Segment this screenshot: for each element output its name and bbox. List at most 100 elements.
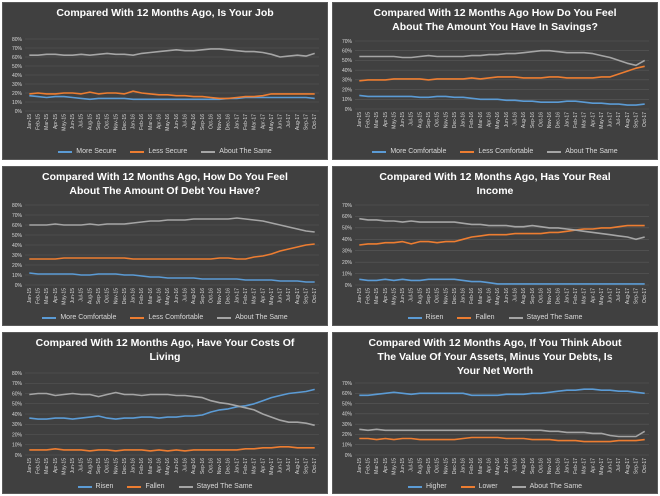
x-tick-label: Dec-15 [452,458,458,474]
x-tick-label: Oct-16 [208,114,214,129]
x-tick-label: Oct-16 [208,288,214,303]
y-tick-label: 30% [342,249,353,255]
legend-swatch [77,485,92,488]
series-line [29,391,315,427]
x-tick-label: Oct-17 [642,288,648,303]
x-tick-label: Apr-15 [383,288,389,303]
x-tick-label: Jun-15 [70,288,76,304]
series-line [359,428,646,438]
legend-swatch [372,150,387,153]
x-tick-label: Aug-17 [625,458,631,474]
x-tick-label: Dec-16 [226,288,232,304]
legend-swatch [511,485,526,488]
x-tick-label: Jul-15 [409,458,415,472]
x-tick-label: Aug-15 [417,288,423,304]
series-line [29,388,315,420]
x-tick-label: Jun-17 [278,114,284,130]
x-tick-label: Nov-15 [443,112,449,128]
x-tick-label: Oct-15 [435,112,441,127]
y-tick-label: 0% [345,283,353,289]
series-line [359,436,645,443]
x-tick-label: Apr-17 [260,458,266,473]
x-tick-label: Jun-15 [400,458,406,474]
y-tick-label: 70% [342,39,353,45]
x-tick-label: Jan-16 [461,288,467,304]
x-tick-label: Sep-17 [304,288,310,304]
x-tick-label: Apr-15 [53,458,59,473]
y-tick-label: 10% [12,443,23,449]
x-tick-label: Sep-16 [200,288,206,304]
x-tick-label: Oct-16 [538,458,544,473]
chart-panel-net-worth: Compared With 12 Months Ago, If You Thin… [332,332,658,494]
x-tick-label: Sep-17 [634,458,640,474]
series-line [29,243,315,260]
x-tick-label: Apr-15 [53,288,59,303]
legend-swatch [42,316,57,319]
y-tick-label: 50% [12,64,23,70]
x-tick-label: Nov-15 [113,458,119,474]
legend-item: Risen [77,482,113,491]
x-tick-label: Mar-15 [44,114,50,130]
x-tick-label: Jul-16 [182,288,188,302]
x-tick-label: Mar-17 [252,114,258,130]
x-tick-label: Feb-17 [243,458,249,474]
x-tick-label: Oct-15 [105,114,111,129]
x-tick-label: Aug-16 [191,458,197,474]
x-tick-label: Mar-15 [374,458,380,474]
x-tick-label: Nov-16 [547,458,553,474]
chart-legend: Risen Fallen Stayed The Same [3,482,327,491]
x-tick-label: Oct-15 [435,458,441,473]
legend-swatch [407,316,422,319]
y-tick-label: 30% [342,78,353,84]
x-tick-label: Apr-17 [260,288,266,303]
x-tick-label: May-16 [495,458,501,475]
legend-item: About The Same [201,147,272,156]
legend-label: More Comfortable [390,148,447,155]
y-tick-label: 10% [12,273,23,279]
legend-swatch [547,150,562,153]
x-tick-label: Mar-15 [374,288,380,304]
x-tick-label: Oct-17 [642,458,648,473]
x-tick-label: Aug-16 [521,458,527,474]
legend-swatch [201,150,216,153]
legend-label: Stayed The Same [526,314,583,321]
x-tick-label: Aug-16 [521,112,527,128]
x-tick-label: Mar-16 [148,114,154,130]
x-tick-label: Jan-15 [27,114,33,130]
x-tick-label: Sep-16 [530,288,536,304]
legend-label: Stayed The Same [196,483,253,490]
x-tick-label: Mar-15 [374,112,380,128]
x-tick-label: Jan-16 [131,288,137,304]
x-tick-label: Jun-17 [608,458,614,474]
chart-legend: More Secure Less Secure About The Same [3,147,327,156]
x-tick-label: Oct-17 [312,288,318,303]
x-tick-label: Jan-16 [131,114,137,130]
x-tick-label: Apr-17 [260,114,266,129]
legend-label: Risen [425,314,444,321]
x-tick-label: Feb-17 [243,114,249,130]
legend-item: Fallen [127,482,165,491]
chart-plot: 0%10%20%30%40%50%60%70%80%Jan-15 Feb-15 Ma… [12,37,319,131]
x-tick-label: Sep-15 [426,288,432,304]
series-line [359,224,645,246]
x-tick-label: Jan-17 [234,114,240,130]
chart-plot: 0%10%20%30%40%50%60%70%Jan-15 Feb-15 Mar-1… [342,39,649,129]
x-tick-label: May-17 [269,458,275,475]
y-tick-label: 30% [342,422,353,428]
x-tick-label: Jun-17 [278,458,284,474]
y-tick-label: 50% [12,233,23,239]
legend-item: Higher [407,482,447,491]
legend-item: Stayed The Same [178,482,253,491]
chart-title: Compared With 12 Months Ago, If You Thin… [368,337,622,377]
x-tick-label: Aug-16 [191,114,197,130]
x-tick-label: Mar-16 [478,112,484,128]
x-tick-label: Apr-15 [383,112,389,127]
series-line [29,94,315,101]
x-tick-label: Oct-15 [105,458,111,473]
legend-item: More Secure [58,147,116,156]
x-tick-label: Jan-16 [131,458,137,474]
y-tick-label: 20% [342,260,353,266]
legend-item: More Comfortable [372,147,446,156]
legend-swatch [58,150,73,153]
x-tick-label: Feb-16 [139,114,145,130]
